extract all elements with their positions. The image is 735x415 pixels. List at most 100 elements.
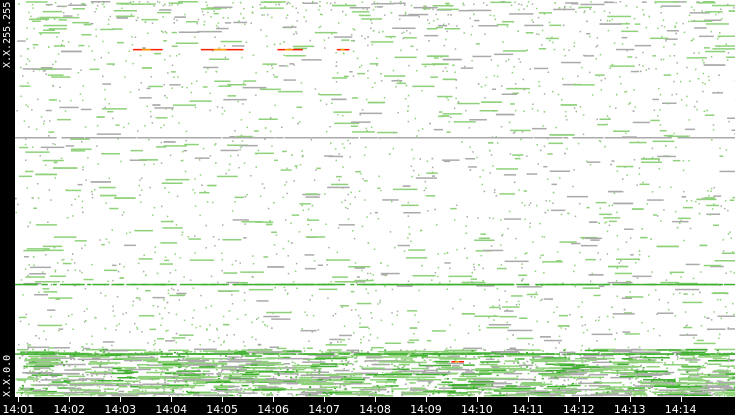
traffic-mark [111,379,114,381]
traffic-mark [525,252,528,254]
traffic-mark [229,136,236,138]
traffic-mark [142,383,170,385]
traffic-mark [314,369,316,371]
traffic-mark [60,377,69,380]
traffic-mark [444,28,461,30]
traffic-mark [290,379,317,381]
traffic-mark [62,386,65,388]
traffic-mark [30,266,51,269]
traffic-mark [95,8,98,10]
traffic-mark [31,109,33,111]
traffic-mark [52,84,54,87]
traffic-mark [293,180,295,182]
traffic-mark [624,312,633,314]
traffic-mark [117,138,119,140]
traffic-mark [603,10,606,12]
traffic-mark [667,135,689,137]
traffic-mark [433,351,436,353]
traffic-mark [152,296,165,299]
traffic-mark [78,44,85,47]
traffic-mark [164,379,166,382]
traffic-mark [688,20,690,23]
traffic-mark [127,381,129,384]
traffic-mark [624,91,626,93]
traffic-mark [138,88,140,91]
traffic-mark [628,103,630,105]
traffic-mark [318,26,321,29]
traffic-mark [70,358,73,360]
traffic-mark [435,26,443,29]
traffic-mark [512,154,524,156]
traffic-mark [144,21,147,23]
traffic-mark [44,391,65,394]
traffic-mark [481,388,492,390]
traffic-mark [360,137,379,139]
traffic-mark [39,16,60,19]
traffic-mark [421,388,424,391]
traffic-mark [658,378,661,380]
traffic-mark [40,357,75,359]
traffic-mark [541,377,544,380]
traffic-mark [573,45,575,48]
traffic-mark [251,361,282,364]
traffic-mark [503,362,506,365]
traffic-mark [503,349,506,352]
traffic-mark [579,30,582,33]
traffic-mark [548,142,564,145]
traffic-mark [499,308,501,310]
traffic-mark [32,348,35,351]
traffic-mark [148,138,150,141]
traffic-mark [384,342,401,344]
traffic-mark [48,46,50,48]
traffic-mark [57,387,60,389]
traffic-mark [496,23,509,26]
traffic-mark [425,195,436,197]
traffic-mark [307,219,320,221]
traffic-mark [132,300,135,303]
traffic-mark [426,28,438,30]
traffic-mark [374,82,376,84]
traffic-mark [687,393,690,395]
traffic-mark [712,48,735,50]
traffic-mark [478,264,480,266]
traffic-mark [22,75,24,77]
traffic-mark [168,191,170,194]
traffic-mark [65,189,82,192]
traffic-mark [434,137,443,139]
traffic-mark [113,393,148,395]
traffic-mark [134,322,136,325]
traffic-mark [214,36,216,38]
traffic-mark [705,23,729,25]
traffic-mark [563,7,566,9]
traffic-mark [466,391,480,393]
traffic-mark [597,123,607,126]
traffic-mark [697,78,700,80]
traffic-mark [314,31,338,34]
traffic-mark [628,351,661,353]
traffic-mark [394,283,414,286]
traffic-mark [567,379,570,381]
traffic-mark [572,382,574,385]
traffic-mark [207,11,209,14]
traffic-mark [638,254,641,256]
traffic-mark [721,252,735,254]
traffic-mark [653,377,656,380]
traffic-mark [560,387,563,389]
traffic-mark [185,381,188,383]
traffic-mark [561,370,596,373]
traffic-mark [704,83,706,85]
traffic-mark [399,370,419,372]
traffic-mark [403,37,417,39]
traffic-mark [350,309,353,311]
traffic-mark [401,366,404,369]
traffic-mark [225,172,227,175]
traffic-mark [603,367,629,369]
traffic-mark [568,212,570,215]
traffic-mark [503,218,522,220]
traffic-mark [302,209,305,211]
traffic-mark [72,137,85,139]
traffic-mark [335,389,338,392]
traffic-mark [138,1,141,3]
traffic-mark [238,364,254,366]
traffic-mark [260,29,262,31]
